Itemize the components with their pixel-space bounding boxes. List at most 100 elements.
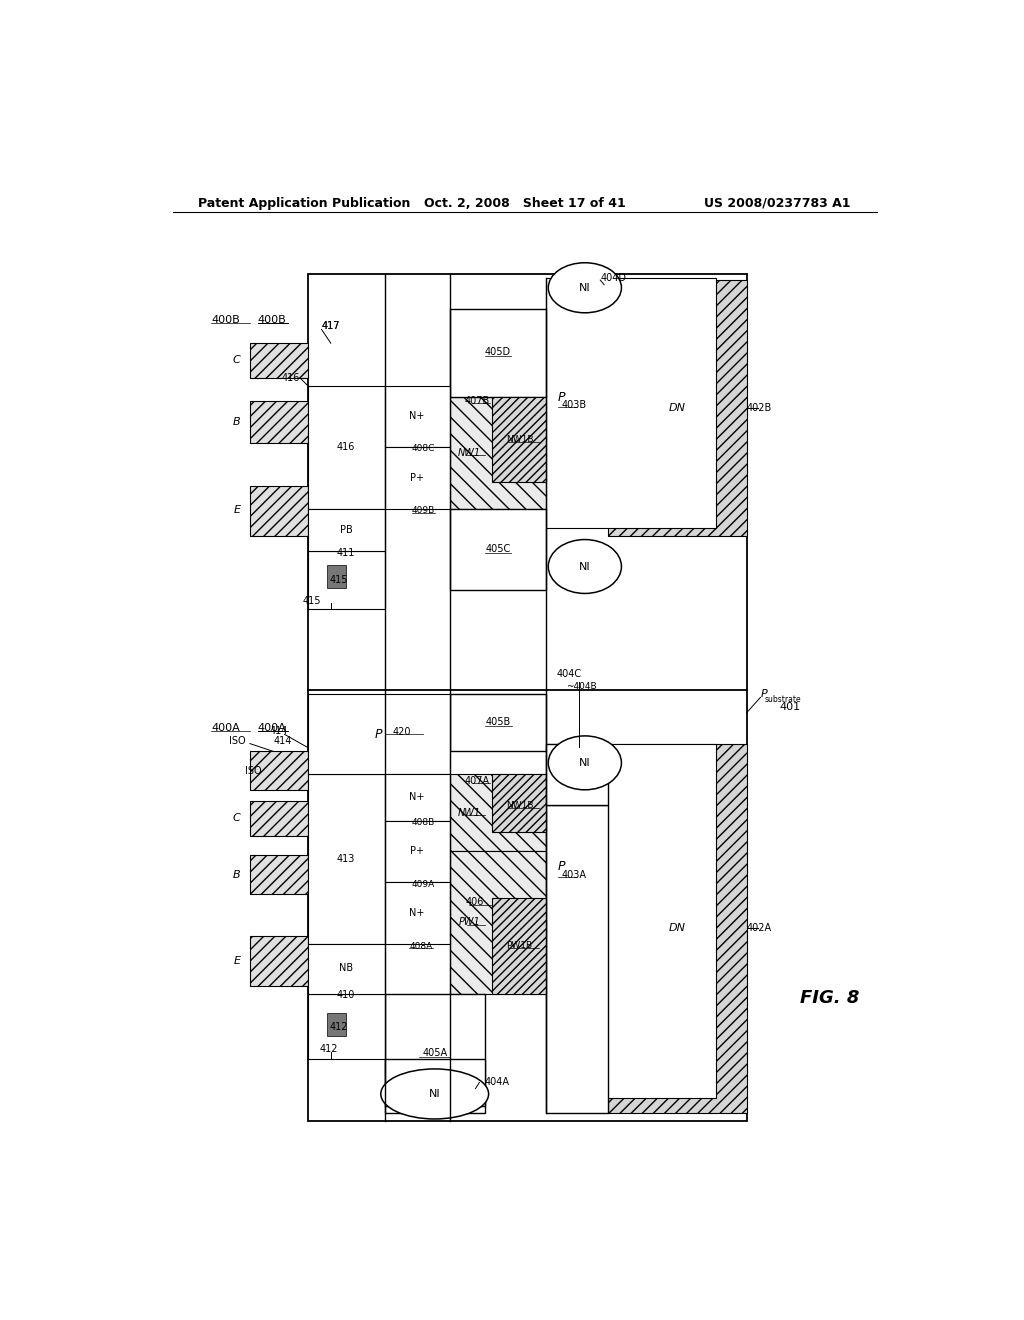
Text: B: B xyxy=(233,417,241,426)
Text: PW1: PW1 xyxy=(459,917,480,927)
Text: NI: NI xyxy=(579,282,591,293)
Text: 400A: 400A xyxy=(258,723,287,733)
Text: P: P xyxy=(375,727,382,741)
Bar xyxy=(307,775,385,944)
Text: 413: 413 xyxy=(337,854,355,865)
Text: P+: P+ xyxy=(410,846,424,857)
Bar xyxy=(250,801,307,836)
Text: E: E xyxy=(233,506,241,515)
Text: US 2008/0237783 A1: US 2008/0237783 A1 xyxy=(705,197,851,210)
Text: NW1B: NW1B xyxy=(506,436,534,444)
Text: NB: NB xyxy=(339,964,353,973)
Text: P: P xyxy=(558,391,565,404)
Text: NI: NI xyxy=(579,758,591,768)
Text: substrate: substrate xyxy=(764,696,801,704)
Text: 408B: 408B xyxy=(412,817,435,826)
Text: Oct. 2, 2008   Sheet 17 of 41: Oct. 2, 2008 Sheet 17 of 41 xyxy=(424,197,626,210)
Text: 404D: 404D xyxy=(600,273,627,282)
Text: 407B: 407B xyxy=(465,396,489,407)
Bar xyxy=(493,898,547,994)
Text: NW1: NW1 xyxy=(458,808,481,818)
Text: 402B: 402B xyxy=(746,403,772,413)
Text: 407A: 407A xyxy=(465,776,489,785)
Bar xyxy=(250,936,307,986)
Bar xyxy=(307,508,385,552)
Bar xyxy=(451,309,547,397)
Text: 400B: 400B xyxy=(258,315,287,325)
Text: 411: 411 xyxy=(337,548,355,557)
Text: E: E xyxy=(233,956,241,966)
Text: 405C: 405C xyxy=(485,544,511,554)
Text: Patent Application Publication: Patent Application Publication xyxy=(199,197,411,210)
Bar xyxy=(250,401,307,444)
Text: 400A: 400A xyxy=(211,723,241,733)
Text: 406: 406 xyxy=(466,898,484,907)
Text: P: P xyxy=(558,861,565,874)
Bar xyxy=(307,275,746,1121)
Text: N+: N+ xyxy=(410,412,425,421)
Text: 416: 416 xyxy=(282,372,300,383)
Text: 417: 417 xyxy=(322,321,340,331)
Text: 412: 412 xyxy=(319,1044,338,1055)
Text: 408A: 408A xyxy=(410,941,432,950)
Bar xyxy=(608,743,746,1113)
Bar xyxy=(547,743,608,805)
Bar xyxy=(451,775,547,851)
Text: 403A: 403A xyxy=(562,870,587,879)
Bar xyxy=(307,552,385,609)
Text: 405D: 405D xyxy=(484,347,511,358)
Text: 414: 414 xyxy=(269,726,288,735)
Bar xyxy=(307,693,451,775)
Bar xyxy=(385,775,451,821)
Text: N+: N+ xyxy=(410,792,425,803)
Text: 420: 420 xyxy=(392,727,411,737)
Text: B: B xyxy=(233,870,241,879)
Bar xyxy=(385,821,451,882)
Text: 409A: 409A xyxy=(412,880,435,888)
Ellipse shape xyxy=(548,263,622,313)
Bar xyxy=(307,994,385,1059)
Bar xyxy=(250,855,307,894)
Bar xyxy=(307,385,385,508)
Text: ~404B: ~404B xyxy=(565,682,596,692)
Text: PW1B: PW1B xyxy=(506,941,532,950)
Bar xyxy=(385,385,451,447)
Text: ISO: ISO xyxy=(229,737,246,746)
Bar xyxy=(493,775,547,832)
Text: 405A: 405A xyxy=(422,1048,447,1059)
Text: NW1B: NW1B xyxy=(506,801,534,809)
Text: DN: DN xyxy=(669,924,686,933)
Text: 412: 412 xyxy=(329,1022,348,1032)
Bar xyxy=(547,743,716,1098)
Text: 403B: 403B xyxy=(562,400,587,409)
Bar xyxy=(250,751,307,789)
Bar xyxy=(547,277,716,528)
Text: N+: N+ xyxy=(410,908,425,917)
Text: 400B: 400B xyxy=(211,315,241,325)
Text: 405B: 405B xyxy=(485,717,511,727)
Text: PB: PB xyxy=(340,524,352,535)
Text: 402A: 402A xyxy=(746,924,772,933)
Bar xyxy=(307,944,385,994)
Text: C: C xyxy=(232,355,241,366)
Text: 415: 415 xyxy=(303,597,322,606)
Bar xyxy=(493,397,547,482)
Text: 410: 410 xyxy=(337,990,355,1001)
Text: NW1: NW1 xyxy=(458,447,481,458)
Ellipse shape xyxy=(548,737,622,789)
Text: P: P xyxy=(761,689,767,698)
Bar xyxy=(250,486,307,536)
Bar xyxy=(608,280,746,536)
Bar xyxy=(547,805,608,1113)
Text: DN: DN xyxy=(669,403,686,413)
Bar xyxy=(385,994,484,1113)
Text: FIG. 8: FIG. 8 xyxy=(801,989,860,1007)
Text: 415: 415 xyxy=(329,574,348,585)
Text: 404A: 404A xyxy=(484,1077,510,1088)
Bar xyxy=(385,1059,484,1106)
Bar xyxy=(451,508,547,590)
Ellipse shape xyxy=(548,540,622,594)
Text: P+: P+ xyxy=(410,473,424,483)
Ellipse shape xyxy=(381,1069,488,1119)
Text: 414: 414 xyxy=(273,737,292,746)
